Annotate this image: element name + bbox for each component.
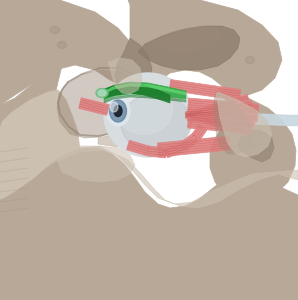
Polygon shape xyxy=(104,82,186,100)
Polygon shape xyxy=(128,0,282,95)
Polygon shape xyxy=(57,70,140,138)
Polygon shape xyxy=(210,88,296,204)
Polygon shape xyxy=(216,92,272,157)
Polygon shape xyxy=(186,112,252,128)
Polygon shape xyxy=(185,100,252,118)
Ellipse shape xyxy=(96,88,108,98)
Polygon shape xyxy=(148,146,167,158)
Ellipse shape xyxy=(206,41,215,49)
Polygon shape xyxy=(148,26,222,54)
Polygon shape xyxy=(108,58,142,94)
Polygon shape xyxy=(79,98,109,115)
Polygon shape xyxy=(0,148,298,300)
Polygon shape xyxy=(187,98,259,122)
Ellipse shape xyxy=(240,122,248,128)
Polygon shape xyxy=(187,118,252,134)
Polygon shape xyxy=(138,26,240,70)
Polygon shape xyxy=(104,95,186,103)
Polygon shape xyxy=(0,0,138,105)
Ellipse shape xyxy=(114,106,122,116)
Polygon shape xyxy=(185,112,249,136)
Polygon shape xyxy=(186,107,256,118)
Polygon shape xyxy=(192,124,207,140)
Polygon shape xyxy=(115,38,152,92)
Polygon shape xyxy=(104,83,170,103)
Polygon shape xyxy=(185,94,249,118)
Ellipse shape xyxy=(50,26,60,34)
Ellipse shape xyxy=(109,100,126,122)
Polygon shape xyxy=(0,66,62,204)
Polygon shape xyxy=(214,92,252,154)
Polygon shape xyxy=(0,90,80,204)
Ellipse shape xyxy=(104,73,192,157)
Ellipse shape xyxy=(106,96,130,126)
Polygon shape xyxy=(98,120,176,147)
Polygon shape xyxy=(180,133,199,151)
Ellipse shape xyxy=(121,94,191,152)
Polygon shape xyxy=(58,146,135,182)
Polygon shape xyxy=(187,109,256,127)
Ellipse shape xyxy=(115,84,173,134)
Ellipse shape xyxy=(246,56,254,64)
Ellipse shape xyxy=(254,130,262,134)
Polygon shape xyxy=(169,80,241,100)
Polygon shape xyxy=(238,130,274,162)
Polygon shape xyxy=(164,142,185,158)
Ellipse shape xyxy=(195,26,204,34)
Polygon shape xyxy=(157,136,231,157)
Polygon shape xyxy=(127,140,149,156)
Ellipse shape xyxy=(110,102,118,112)
Polygon shape xyxy=(104,83,186,95)
Ellipse shape xyxy=(58,41,66,49)
Ellipse shape xyxy=(98,90,106,96)
Polygon shape xyxy=(30,146,298,208)
Ellipse shape xyxy=(249,142,255,148)
